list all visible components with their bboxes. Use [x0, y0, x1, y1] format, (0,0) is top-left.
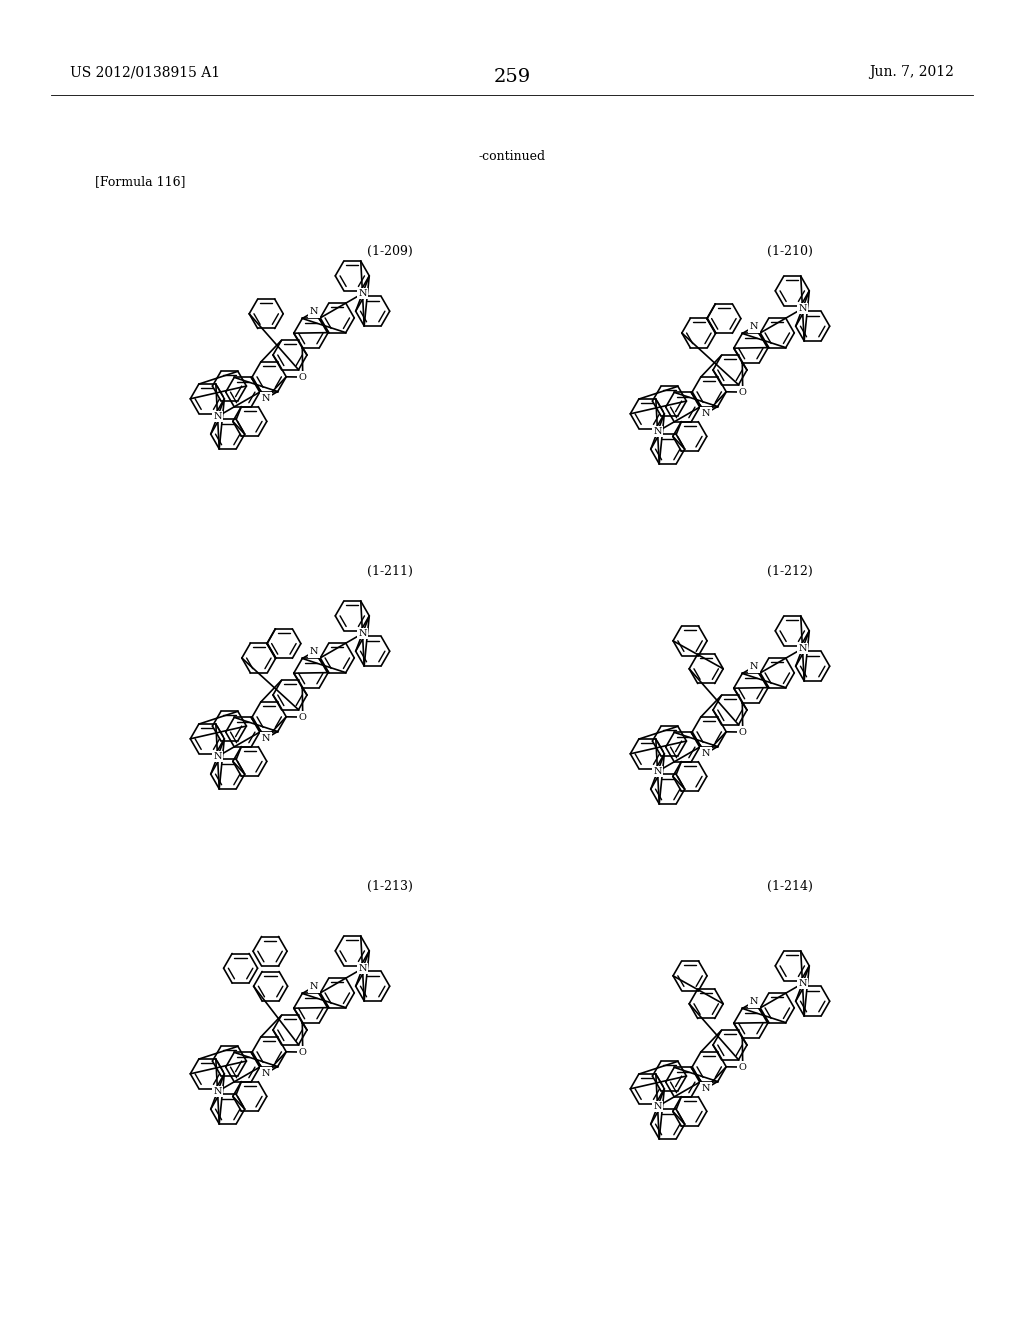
Text: O: O: [738, 1063, 746, 1072]
Text: N: N: [262, 734, 270, 743]
Text: N: N: [653, 426, 662, 436]
Text: (1-211): (1-211): [367, 565, 413, 578]
Text: (1-214): (1-214): [767, 880, 813, 894]
Text: N: N: [799, 644, 807, 653]
Text: N: N: [701, 748, 711, 758]
Text: N: N: [701, 1084, 711, 1093]
Text: N: N: [310, 982, 318, 991]
Text: N: N: [358, 289, 367, 298]
Text: N: N: [310, 647, 318, 656]
Text: N: N: [701, 409, 711, 418]
Text: N: N: [799, 979, 807, 989]
Text: N: N: [262, 393, 270, 403]
Text: N: N: [262, 1069, 270, 1078]
Text: N: N: [358, 630, 367, 638]
Text: N: N: [310, 308, 318, 317]
Text: N: N: [213, 412, 222, 421]
Text: (1-210): (1-210): [767, 246, 813, 257]
Text: (1-213): (1-213): [367, 880, 413, 894]
Text: N: N: [653, 767, 662, 776]
Text: -continued: -continued: [478, 150, 546, 162]
Text: N: N: [750, 663, 759, 671]
Text: O: O: [299, 713, 306, 722]
Text: US 2012/0138915 A1: US 2012/0138915 A1: [70, 65, 220, 79]
Text: O: O: [299, 1048, 306, 1056]
Text: N: N: [750, 322, 759, 331]
Text: N: N: [799, 304, 807, 313]
Text: N: N: [213, 1086, 222, 1096]
Text: O: O: [299, 372, 306, 381]
Text: N: N: [358, 964, 367, 973]
Text: [Formula 116]: [Formula 116]: [95, 176, 185, 187]
Text: O: O: [738, 388, 746, 396]
Text: (1-209): (1-209): [368, 246, 413, 257]
Text: 259: 259: [494, 69, 530, 86]
Text: N: N: [213, 752, 222, 760]
Text: O: O: [738, 727, 746, 737]
Text: N: N: [653, 1102, 662, 1111]
Text: (1-212): (1-212): [767, 565, 813, 578]
Text: Jun. 7, 2012: Jun. 7, 2012: [869, 65, 954, 79]
Text: N: N: [750, 997, 759, 1006]
